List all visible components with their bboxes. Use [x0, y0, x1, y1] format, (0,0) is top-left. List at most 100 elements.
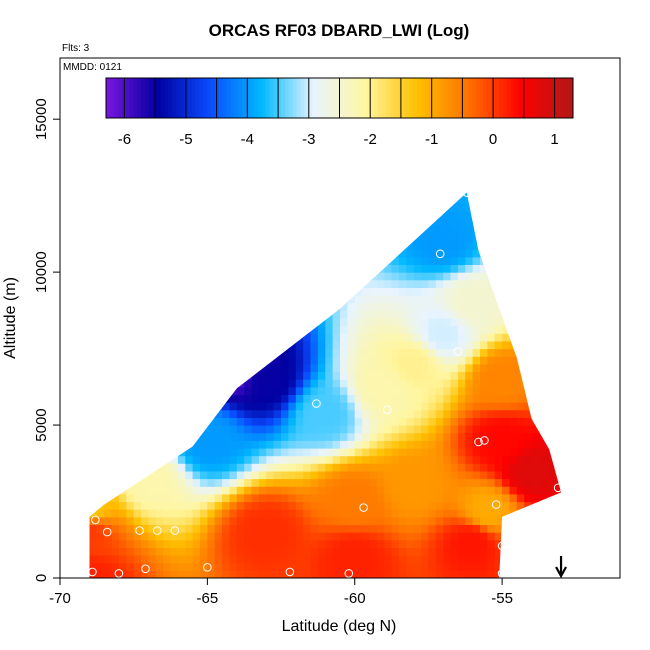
heatmap-cell: [244, 249, 253, 258]
heatmap-cell: [502, 210, 511, 220]
heatmap-cell: [104, 379, 113, 388]
heatmap-cell: [96, 463, 105, 472]
heatmap-cell: [244, 279, 253, 288]
heatmap-cell: [325, 310, 334, 319]
heatmap-cell: [200, 524, 208, 533]
heatmap-cell: [421, 203, 430, 212]
heatmap-cell: [340, 256, 348, 265]
heatmap-cell: [502, 463, 511, 472]
heatmap-cell: [266, 425, 275, 434]
heatmap-cell: [281, 570, 290, 578]
heatmap-cell: [376, 570, 385, 578]
heatmap-cell: [487, 455, 496, 464]
heatmap-cell: [524, 509, 533, 518]
heatmap-cell: [398, 509, 407, 518]
heatmap-cell: [340, 233, 348, 243]
heatmap-cell: [450, 325, 459, 334]
heatmap-cell: [376, 463, 385, 472]
heatmap-cell: [480, 501, 488, 510]
heatmap-cell: [376, 302, 385, 311]
heatmap-cell: [561, 364, 569, 372]
heatmap-cell: [200, 539, 208, 548]
heatmap-cell: [192, 524, 201, 533]
heatmap-cell: [295, 448, 304, 457]
heatmap-cell: [369, 386, 378, 395]
heatmap-cell: [104, 287, 113, 296]
heatmap-cell: [354, 356, 363, 365]
heatmap-cell: [200, 256, 208, 265]
heatmap-cell: [435, 318, 444, 327]
heatmap-cell: [325, 562, 334, 571]
heatmap-cell: [502, 532, 511, 541]
heatmap-cell: [273, 501, 282, 510]
heatmap-cell: [148, 539, 157, 548]
heatmap-cell: [465, 463, 474, 472]
heatmap-cell: [111, 440, 120, 449]
heatmap-cell: [421, 279, 430, 288]
heatmap-cell: [340, 295, 348, 304]
heatmap-cell: [325, 524, 334, 533]
heatmap-cell: [421, 302, 430, 311]
heatmap-cell: [214, 463, 223, 472]
heatmap-cell: [310, 333, 319, 342]
heatmap-cell: [192, 448, 201, 457]
heatmap-cell: [435, 539, 444, 548]
heatmap-cell: [133, 432, 142, 441]
heatmap-cell: [465, 478, 474, 487]
heatmap-cell: [258, 509, 267, 518]
heatmap-cell: [163, 371, 172, 380]
heatmap-cell: [362, 203, 371, 212]
heatmap-cell: [509, 218, 518, 227]
heatmap-cell: [472, 555, 481, 564]
heatmap-cell: [362, 371, 371, 380]
heatmap-cell: [75, 203, 83, 211]
heatmap-cell: [229, 547, 238, 556]
heatmap-cell: [546, 340, 555, 350]
heatmap-cell: [465, 340, 474, 350]
heatmap-cell: [465, 516, 474, 525]
heatmap-cell: [317, 509, 326, 518]
heatmap-cell: [546, 195, 555, 204]
heatmap-cell: [163, 440, 172, 449]
heatmap-cell: [435, 256, 444, 265]
heatmap-cell: [538, 463, 547, 472]
heatmap-cell: [516, 524, 525, 533]
heatmap-cell: [133, 516, 142, 525]
colorbar-swatch: [242, 78, 247, 118]
heatmap-cell: [487, 192, 496, 197]
heatmap-cell: [347, 295, 356, 304]
heatmap-cell: [531, 233, 540, 243]
plot-frame: [59, 57, 621, 579]
heatmap-cell: [546, 555, 555, 564]
heatmap-cell: [450, 272, 459, 281]
heatmap-cell: [163, 203, 172, 212]
heatmap-cell: [75, 257, 83, 265]
heatmap-cell: [148, 394, 157, 403]
heatmap-cell: [155, 539, 164, 548]
heatmap-cell: [376, 448, 385, 457]
heatmap-cell: [214, 287, 223, 296]
heatmap-cell: [531, 295, 540, 304]
heatmap-cell: [295, 333, 304, 342]
heatmap-cell: [89, 409, 98, 418]
heatmap-cell: [89, 532, 98, 541]
heatmap-cell: [435, 516, 444, 525]
heatmap-cell: [273, 516, 282, 525]
heatmap-cell: [340, 348, 348, 357]
heatmap-cell: [214, 272, 223, 281]
heatmap-cell: [413, 226, 422, 235]
heatmap-cell: [538, 409, 547, 418]
heatmap-cell: [531, 539, 540, 548]
heatmap-cell: [155, 356, 164, 365]
heatmap-cell: [457, 539, 466, 548]
heatmap-cell: [457, 463, 466, 472]
heatmap-cell: [332, 295, 341, 304]
heatmap-cell: [443, 448, 452, 457]
heatmap-cell: [325, 241, 334, 250]
heatmap-cell: [148, 486, 157, 495]
heatmap-cell: [229, 363, 238, 373]
heatmap-cell: [362, 279, 371, 288]
heatmap-cell: [568, 563, 576, 571]
heatmap-cell: [177, 486, 186, 495]
heatmap-cell: [295, 203, 304, 212]
